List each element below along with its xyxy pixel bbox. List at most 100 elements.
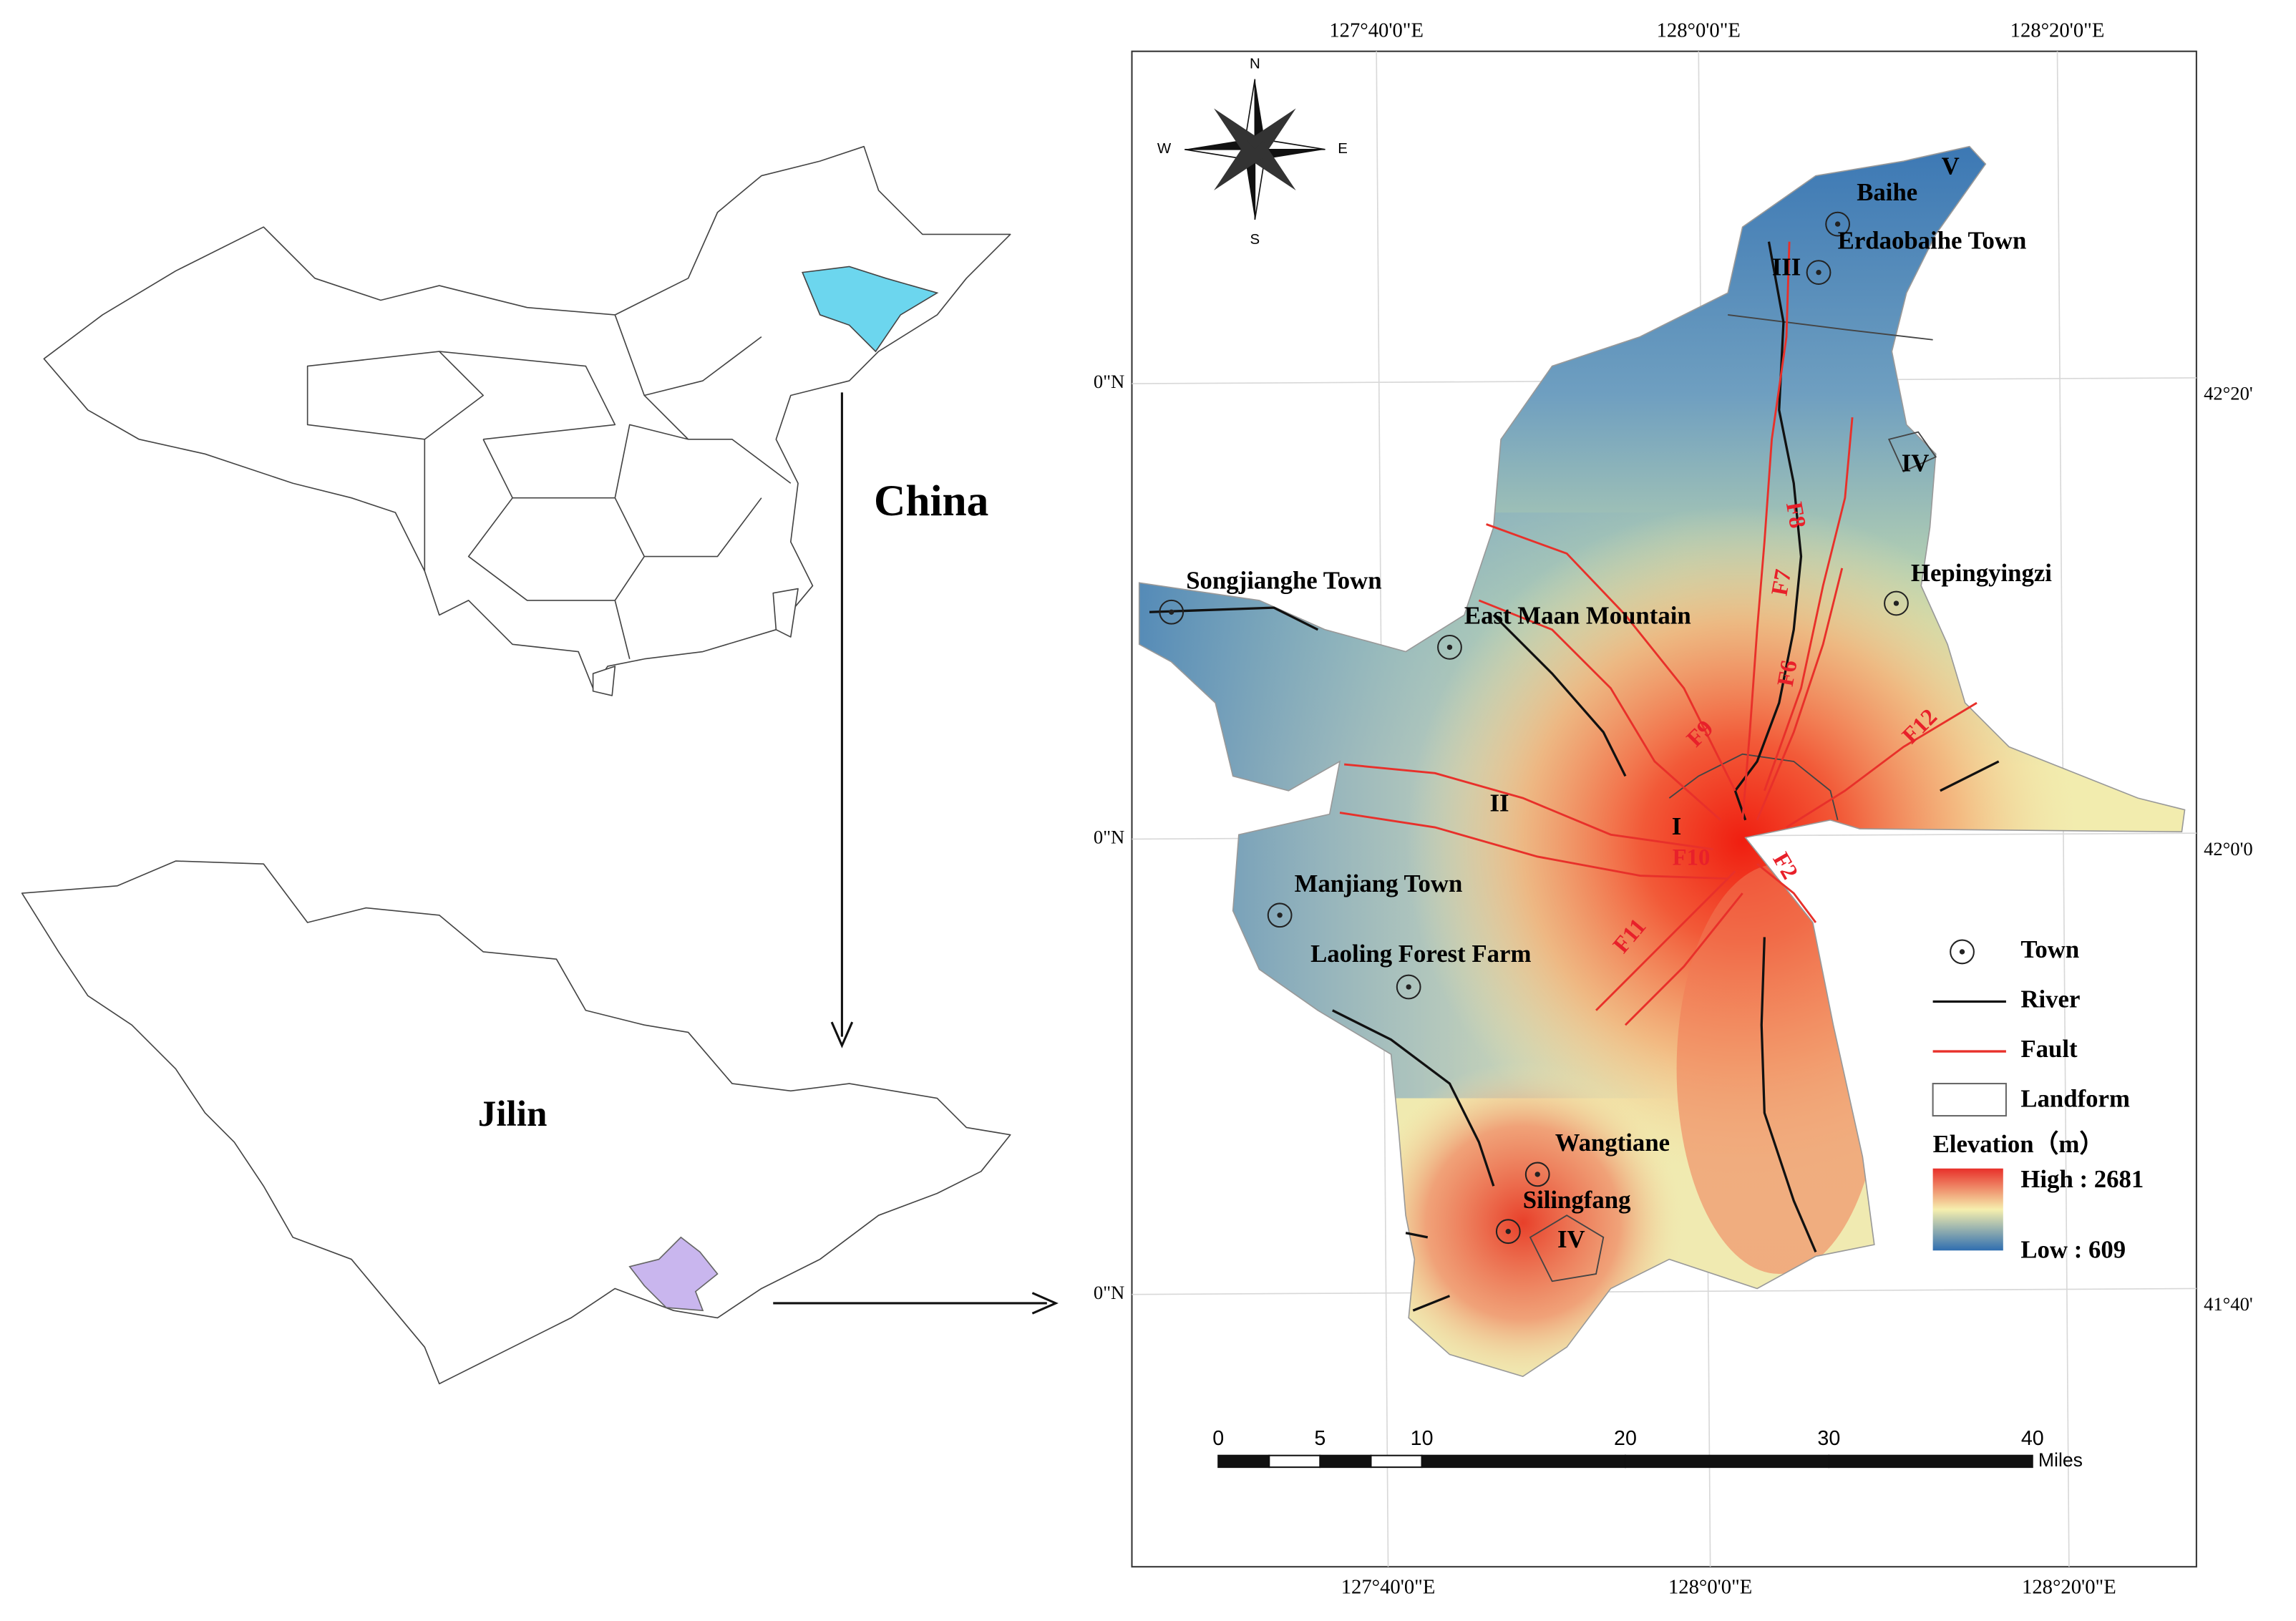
compass-n: N — [1250, 56, 1260, 72]
town-symbol — [1267, 902, 1293, 928]
scale-label: 40 — [2021, 1427, 2044, 1450]
compass-point — [1246, 141, 1296, 191]
jilin-highlight — [801, 266, 939, 353]
landform-boundary — [1529, 1214, 1605, 1282]
scale-segment — [1421, 1454, 1626, 1469]
fault — [1486, 523, 1736, 792]
fault — [1478, 599, 1721, 821]
landform-boundary — [1887, 431, 1937, 473]
compass-point — [1246, 108, 1296, 158]
scale-label: 10 — [1411, 1427, 1434, 1450]
compass-point — [1185, 138, 1255, 150]
town-label: Baihe — [1857, 178, 1917, 206]
legend-high: High : 2681 — [2020, 1165, 2144, 1193]
legend-title: Elevation（m） — [1933, 1130, 2105, 1158]
landform-label: I — [1672, 812, 1682, 840]
lon-label: 128°20'0"E — [2010, 19, 2105, 42]
compass-point — [1214, 141, 1263, 191]
scale-segment — [1828, 1454, 2033, 1469]
town-label: Wangtiane — [1555, 1129, 1670, 1157]
scale-label: 20 — [1614, 1427, 1637, 1450]
lon-label: 127°40'0"E — [1341, 1575, 1436, 1598]
river — [1332, 1009, 1495, 1187]
compass-point — [1255, 149, 1325, 161]
landform-label: II — [1489, 789, 1509, 817]
town-label: Silingfang — [1523, 1186, 1631, 1214]
town-dot — [1834, 221, 1841, 227]
legend-label: Landform — [2020, 1085, 2130, 1113]
lon-label: 128°20'0"E — [2022, 1575, 2116, 1598]
river — [1940, 760, 2000, 792]
fault — [1339, 812, 1728, 880]
landform-boundary — [1668, 753, 1839, 821]
landform-label: IV — [1557, 1225, 1585, 1253]
town-symbol — [1495, 1219, 1521, 1245]
scale-segment — [1624, 1454, 1830, 1469]
arrow-head — [1031, 1292, 1059, 1315]
river — [1492, 614, 1627, 777]
islands — [592, 588, 799, 696]
province-borders — [306, 314, 792, 659]
town-label: Laoling Forest Farm — [1310, 940, 1531, 968]
town-dot — [1277, 912, 1283, 918]
town-dot — [1446, 644, 1453, 651]
legend-town-dot — [1959, 949, 1965, 955]
town-dot — [1816, 269, 1821, 276]
fault — [1786, 701, 1978, 829]
study-area-outline — [1138, 145, 2186, 1378]
legend-town-symbol — [1950, 939, 1975, 965]
town-symbol — [1437, 634, 1462, 660]
study-area-highlight — [628, 1236, 719, 1312]
town-label: Hepingyingzi — [1911, 559, 2052, 587]
town-dot — [1406, 984, 1411, 990]
town-label: Erdaobaihe Town — [1838, 227, 2027, 255]
legend-label: River — [2020, 985, 2080, 1013]
town-symbol — [1159, 599, 1185, 625]
scale-segment — [1268, 1454, 1321, 1469]
grid-line — [1132, 1287, 2197, 1295]
fault-label: F6 — [1773, 658, 1803, 688]
scale-label: 5 — [1314, 1427, 1325, 1450]
scale-segment — [1217, 1454, 1270, 1469]
lat-label: 0"N — [1094, 371, 1124, 392]
fault-label: F7 — [1767, 568, 1797, 598]
landform-label: V — [1942, 152, 1960, 180]
fault — [1756, 863, 1817, 923]
town-symbol — [1806, 260, 1832, 286]
compass-w: W — [1157, 140, 1172, 157]
scale-unit: Miles — [2038, 1449, 2083, 1471]
river — [1149, 606, 1319, 631]
legend-ramp — [1932, 1168, 2003, 1251]
scale-label: 0 — [1212, 1427, 1224, 1450]
compass-rose: N S W E — [1157, 56, 1348, 248]
arrow-head — [830, 1021, 854, 1048]
compass-e: E — [1338, 140, 1348, 157]
fault — [1595, 870, 1736, 1011]
lon-label: 127°40'0"E — [1329, 19, 1424, 42]
lat-label: 0"N — [1094, 1282, 1124, 1303]
town-symbol — [1524, 1162, 1550, 1187]
jilin-label: Jilin — [478, 1094, 548, 1134]
lat-label: 42°0'0 — [2204, 838, 2253, 860]
fault — [1624, 892, 1743, 1026]
scale-label: 30 — [1817, 1427, 1840, 1450]
landform-label: III — [1772, 253, 1801, 281]
town-symbol — [1396, 974, 1421, 1000]
legend-low: Low : 609 — [2020, 1235, 2126, 1263]
compass-s: S — [1250, 231, 1260, 248]
town-label: Songjianghe Town — [1186, 566, 1381, 594]
town-dot — [1505, 1229, 1511, 1235]
river — [1760, 937, 1817, 1252]
town-label: Manjiang Town — [1295, 870, 1463, 897]
lat-label: 41°40' — [2204, 1293, 2253, 1315]
legend-label: Town — [2020, 935, 2079, 963]
fault — [1756, 568, 1844, 821]
river — [1412, 1295, 1451, 1312]
town-dot — [1169, 609, 1174, 615]
landform-label: IV — [1902, 449, 1930, 477]
jilin-outline — [21, 860, 1011, 1385]
fault-label: F8 — [1781, 500, 1811, 530]
china-label: China — [874, 477, 988, 525]
scale-segment — [1319, 1454, 1372, 1469]
